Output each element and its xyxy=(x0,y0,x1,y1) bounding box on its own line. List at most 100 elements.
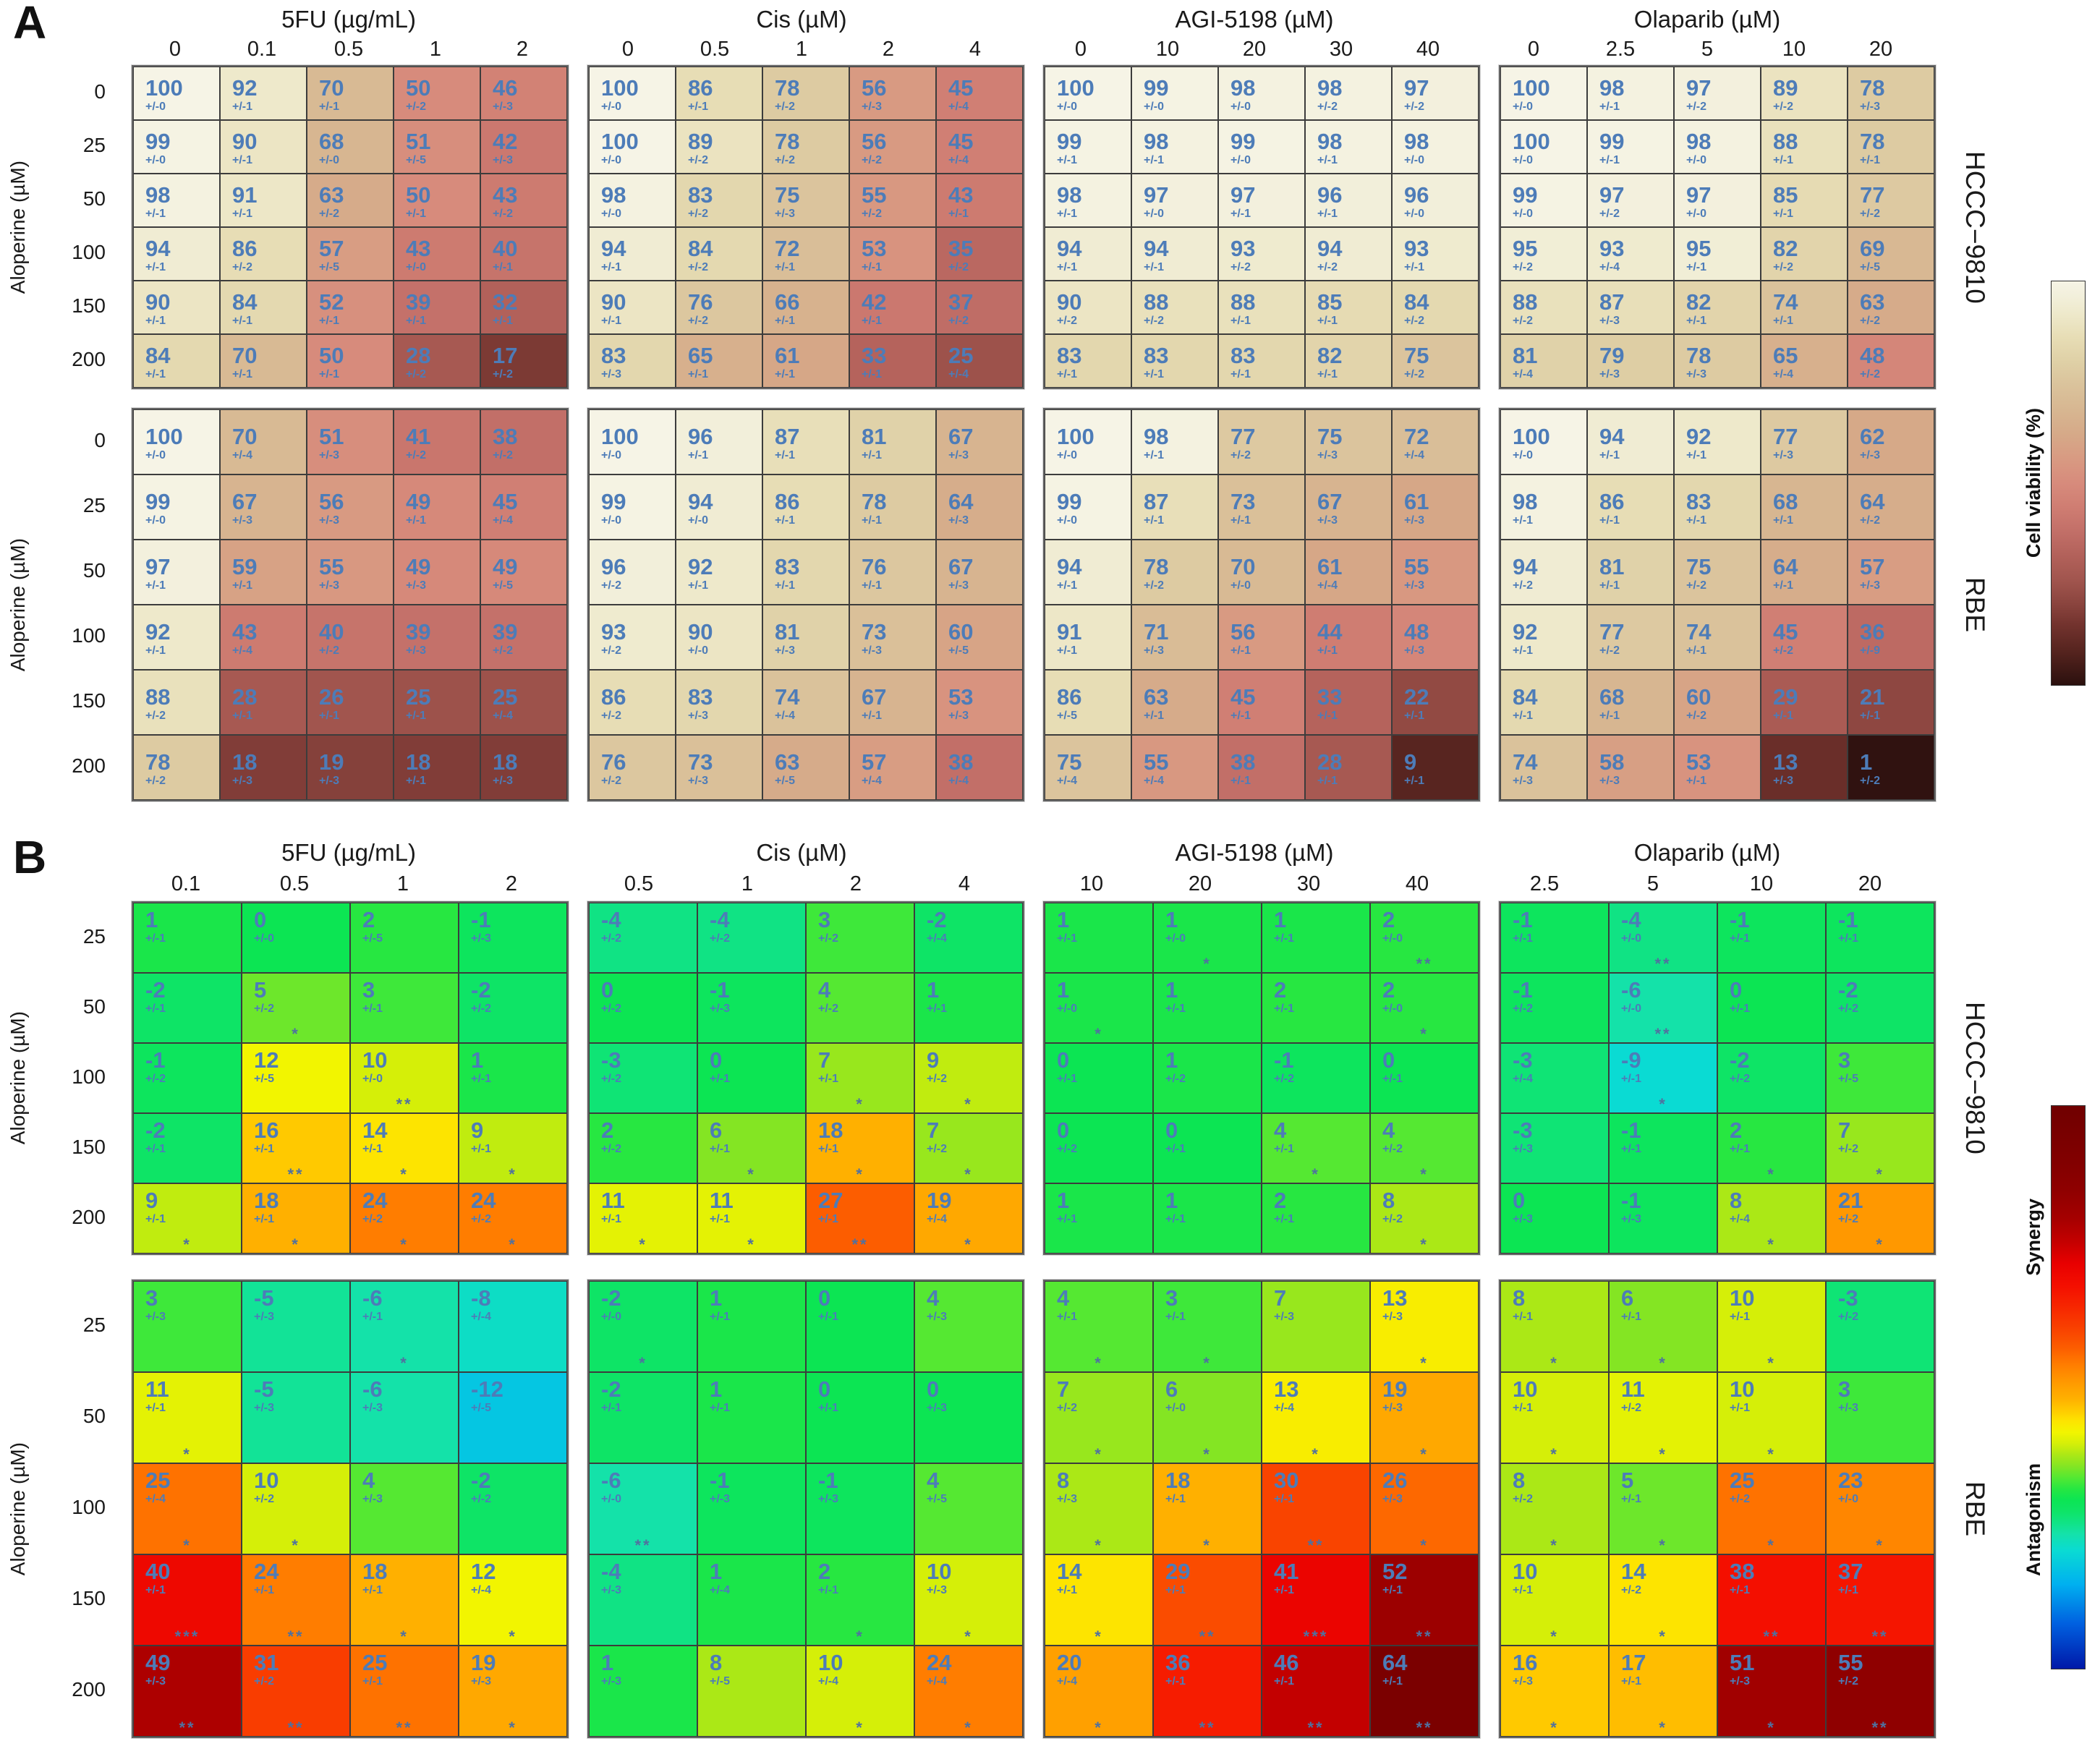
cell-error: +/-1 xyxy=(1057,1583,1078,1596)
cell-error: +/-4 xyxy=(1274,1401,1295,1414)
heatmap-cell: -2 +/-4 xyxy=(914,903,1023,973)
cell-error: +/-1 xyxy=(1274,1212,1295,1225)
heatmap-cell: 13 +/-4 * xyxy=(1262,1372,1370,1463)
heatmap-cell: 88 +/-2 xyxy=(133,670,220,735)
cell-value: -12 xyxy=(471,1376,503,1402)
cell-value: 82 xyxy=(1773,236,1798,262)
heatmap-cell: 1 +/-1 xyxy=(1045,903,1153,973)
cell-error: +/-3 xyxy=(1773,774,1794,787)
cell-value: 55 xyxy=(1404,554,1429,580)
cell-value: -1 xyxy=(1513,907,1533,932)
heatmap-cell: 11 +/-1 * xyxy=(697,1183,806,1254)
cell-error: +/-2 xyxy=(1838,1310,1859,1323)
cell-value: 33 xyxy=(862,343,887,369)
cell-value: 25 xyxy=(493,684,518,710)
cell-value: 86 xyxy=(1599,489,1625,515)
cell-value: 21 xyxy=(1838,1188,1863,1213)
cell-value: 76 xyxy=(688,289,713,315)
cell-error: +/-2 xyxy=(319,644,340,657)
cell-value: 1 xyxy=(145,907,158,932)
heatmap-cell: 96 +/-2 xyxy=(589,540,676,605)
cell-error: +/-4 xyxy=(493,514,514,527)
heatmap-cell: 3 +/-3 xyxy=(1826,1372,1934,1463)
heatmap-cell: -5 +/-3 xyxy=(242,1281,350,1372)
heatmap-cell: 83 +/-1 xyxy=(1045,334,1131,388)
heatmap-cell: 21 +/-1 xyxy=(1848,670,1934,735)
heatmap-cell: 10 +/-0 ** xyxy=(350,1043,459,1113)
heatmap-cell: 1 +/-1 xyxy=(133,903,242,973)
cell-value: 93 xyxy=(601,619,626,645)
cell-value: 31 xyxy=(254,1650,279,1675)
heatmap-cell: 7 +/-2 * xyxy=(1826,1113,1934,1183)
cell-value: 26 xyxy=(1382,1468,1408,1493)
heatmap-cell: 25 +/-1 xyxy=(394,670,480,735)
cell-value: 83 xyxy=(1057,343,1082,369)
cell-value: 18 xyxy=(254,1188,279,1213)
heatmap-cell: -4 +/-2 xyxy=(697,903,806,973)
concentration-tick: 0.5 xyxy=(333,38,364,61)
concentration-tick: 30 xyxy=(1296,872,1321,895)
cell-significance: * xyxy=(1203,1536,1212,1554)
cell-error: +/-3 xyxy=(1382,1401,1403,1414)
cell-value: 65 xyxy=(1773,343,1798,369)
heatmap-cell: -1 +/-3 xyxy=(1609,1183,1717,1254)
cell-error: +/-1 xyxy=(145,1142,166,1155)
cell-error: +/-1 xyxy=(1599,153,1620,166)
cell-value: 9 xyxy=(471,1118,484,1143)
cell-value: 74 xyxy=(1686,619,1712,645)
cell-value: 2 xyxy=(1274,977,1287,1003)
cell-value: 2 xyxy=(818,1559,831,1584)
cell-value: 86 xyxy=(688,75,713,101)
cell-value: 5 xyxy=(254,977,267,1003)
cell-error: +/-2 xyxy=(493,207,514,220)
cell-error: +/-1 xyxy=(362,1142,383,1155)
heatmap-cell: 8 +/-4 * xyxy=(1717,1183,1826,1254)
cell-error: +/-0 xyxy=(601,448,622,461)
heatmap-band-rbe: Aloperine (µM) 0 25 50 100 150 200 100 +/-0 70 +/-… xyxy=(6,408,2100,801)
cell-error: +/-0 xyxy=(1382,932,1403,945)
row-tick: 100 xyxy=(72,624,106,647)
heatmap-cell: 100 +/-0 xyxy=(133,67,220,120)
cell-value: 62 xyxy=(1860,424,1885,450)
heatmap-block: 100 +/-0 96 +/-1 87 +/-1 81 +/-1 67 +/-3 99 +/-0 94 +… xyxy=(587,408,1024,801)
cell-error: +/-4 xyxy=(1730,1212,1751,1225)
cell-error: +/-2 xyxy=(1144,314,1165,327)
cell-value: 17 xyxy=(493,343,518,369)
cell-value: 1 xyxy=(1165,907,1178,932)
heatmap-cell: 90 +/-1 xyxy=(220,120,307,174)
cell-value: 41 xyxy=(406,424,431,450)
cell-significance: * xyxy=(509,1627,517,1646)
heatmap-cell: 0 +/-1 xyxy=(806,1281,914,1372)
cell-error: +/-2 xyxy=(1230,448,1251,461)
cell-error: +/-0 xyxy=(1404,153,1425,166)
heatmap-cell: 50 +/-1 xyxy=(307,334,394,388)
cell-error: +/-2 xyxy=(406,448,427,461)
cell-significance: ** xyxy=(1763,1627,1780,1646)
concentration-tick: 10 xyxy=(1079,872,1104,895)
heatmap-cell: 85 +/-1 xyxy=(1761,174,1848,227)
cell-value: 16 xyxy=(1513,1650,1538,1675)
concentration-labels: 0 0.1 0.5 1 2 xyxy=(132,35,566,64)
cell-error: +/-1 xyxy=(1230,314,1251,327)
heatmap-cell: 78 +/-2 xyxy=(1131,540,1218,605)
cell-error: +/-3 xyxy=(1599,774,1620,787)
cell-value: -1 xyxy=(1838,907,1858,932)
cell-error: +/-2 xyxy=(406,367,427,380)
panel-a: A 5FU (µg/mL) Cis (µM) AGI-5198 (µM) Olapar… xyxy=(6,0,2100,801)
cell-significance: * xyxy=(1767,1536,1776,1554)
cell-error: +/-1 xyxy=(1144,514,1165,527)
cell-error: +/-1 xyxy=(710,1212,731,1225)
cell-value: 93 xyxy=(1230,236,1256,262)
cell-error: +/-1 xyxy=(601,1212,622,1225)
heatmap-cell: -5 +/-3 xyxy=(242,1372,350,1463)
cell-value: 98 xyxy=(1144,129,1169,155)
heatmap-cell: 1 +/-1 xyxy=(914,973,1023,1043)
cell-value: 83 xyxy=(1686,489,1712,515)
y-axis-label: Aloperine (µM) xyxy=(6,408,30,801)
cell-error: +/-5 xyxy=(1838,1072,1859,1085)
heatmap-cell: 59 +/-1 xyxy=(220,540,307,605)
cell-value: 25 xyxy=(1730,1468,1755,1493)
cell-value: 40 xyxy=(493,236,518,262)
row-tick: 50 xyxy=(82,187,106,210)
cell-value: 3 xyxy=(1838,1047,1851,1073)
